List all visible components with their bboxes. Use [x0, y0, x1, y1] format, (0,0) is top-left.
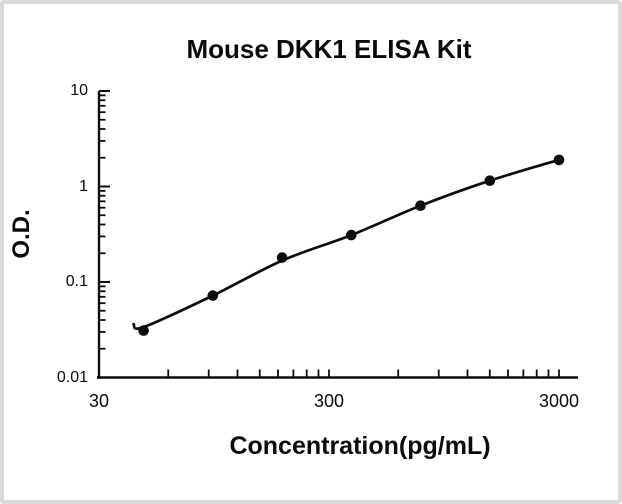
data-point-marker — [553, 154, 565, 166]
data-point-marker — [207, 290, 219, 301]
x-tick-label: 3000 — [538, 390, 580, 411]
data-point-marker — [415, 200, 426, 211]
y-tick-label: 0.1 — [65, 273, 88, 290]
data-point-marker — [276, 252, 288, 263]
data-point-marker — [138, 325, 149, 336]
y-tick-label: 1 — [79, 177, 88, 195]
chart-title: Mouse DKK1 ELISA Kit — [186, 34, 472, 64]
x-tick-label: 300 — [313, 390, 345, 411]
standard-curve-line — [132, 158, 561, 331]
data-point-marker — [346, 229, 357, 241]
x-axis-label: Concentration(pg/mL) — [229, 432, 491, 460]
y-tick-label: 0.01 — [56, 368, 88, 386]
data-point-marker — [484, 175, 496, 186]
x-tick-label: 30 — [88, 390, 110, 411]
y-tick-label: 10 — [70, 82, 88, 99]
